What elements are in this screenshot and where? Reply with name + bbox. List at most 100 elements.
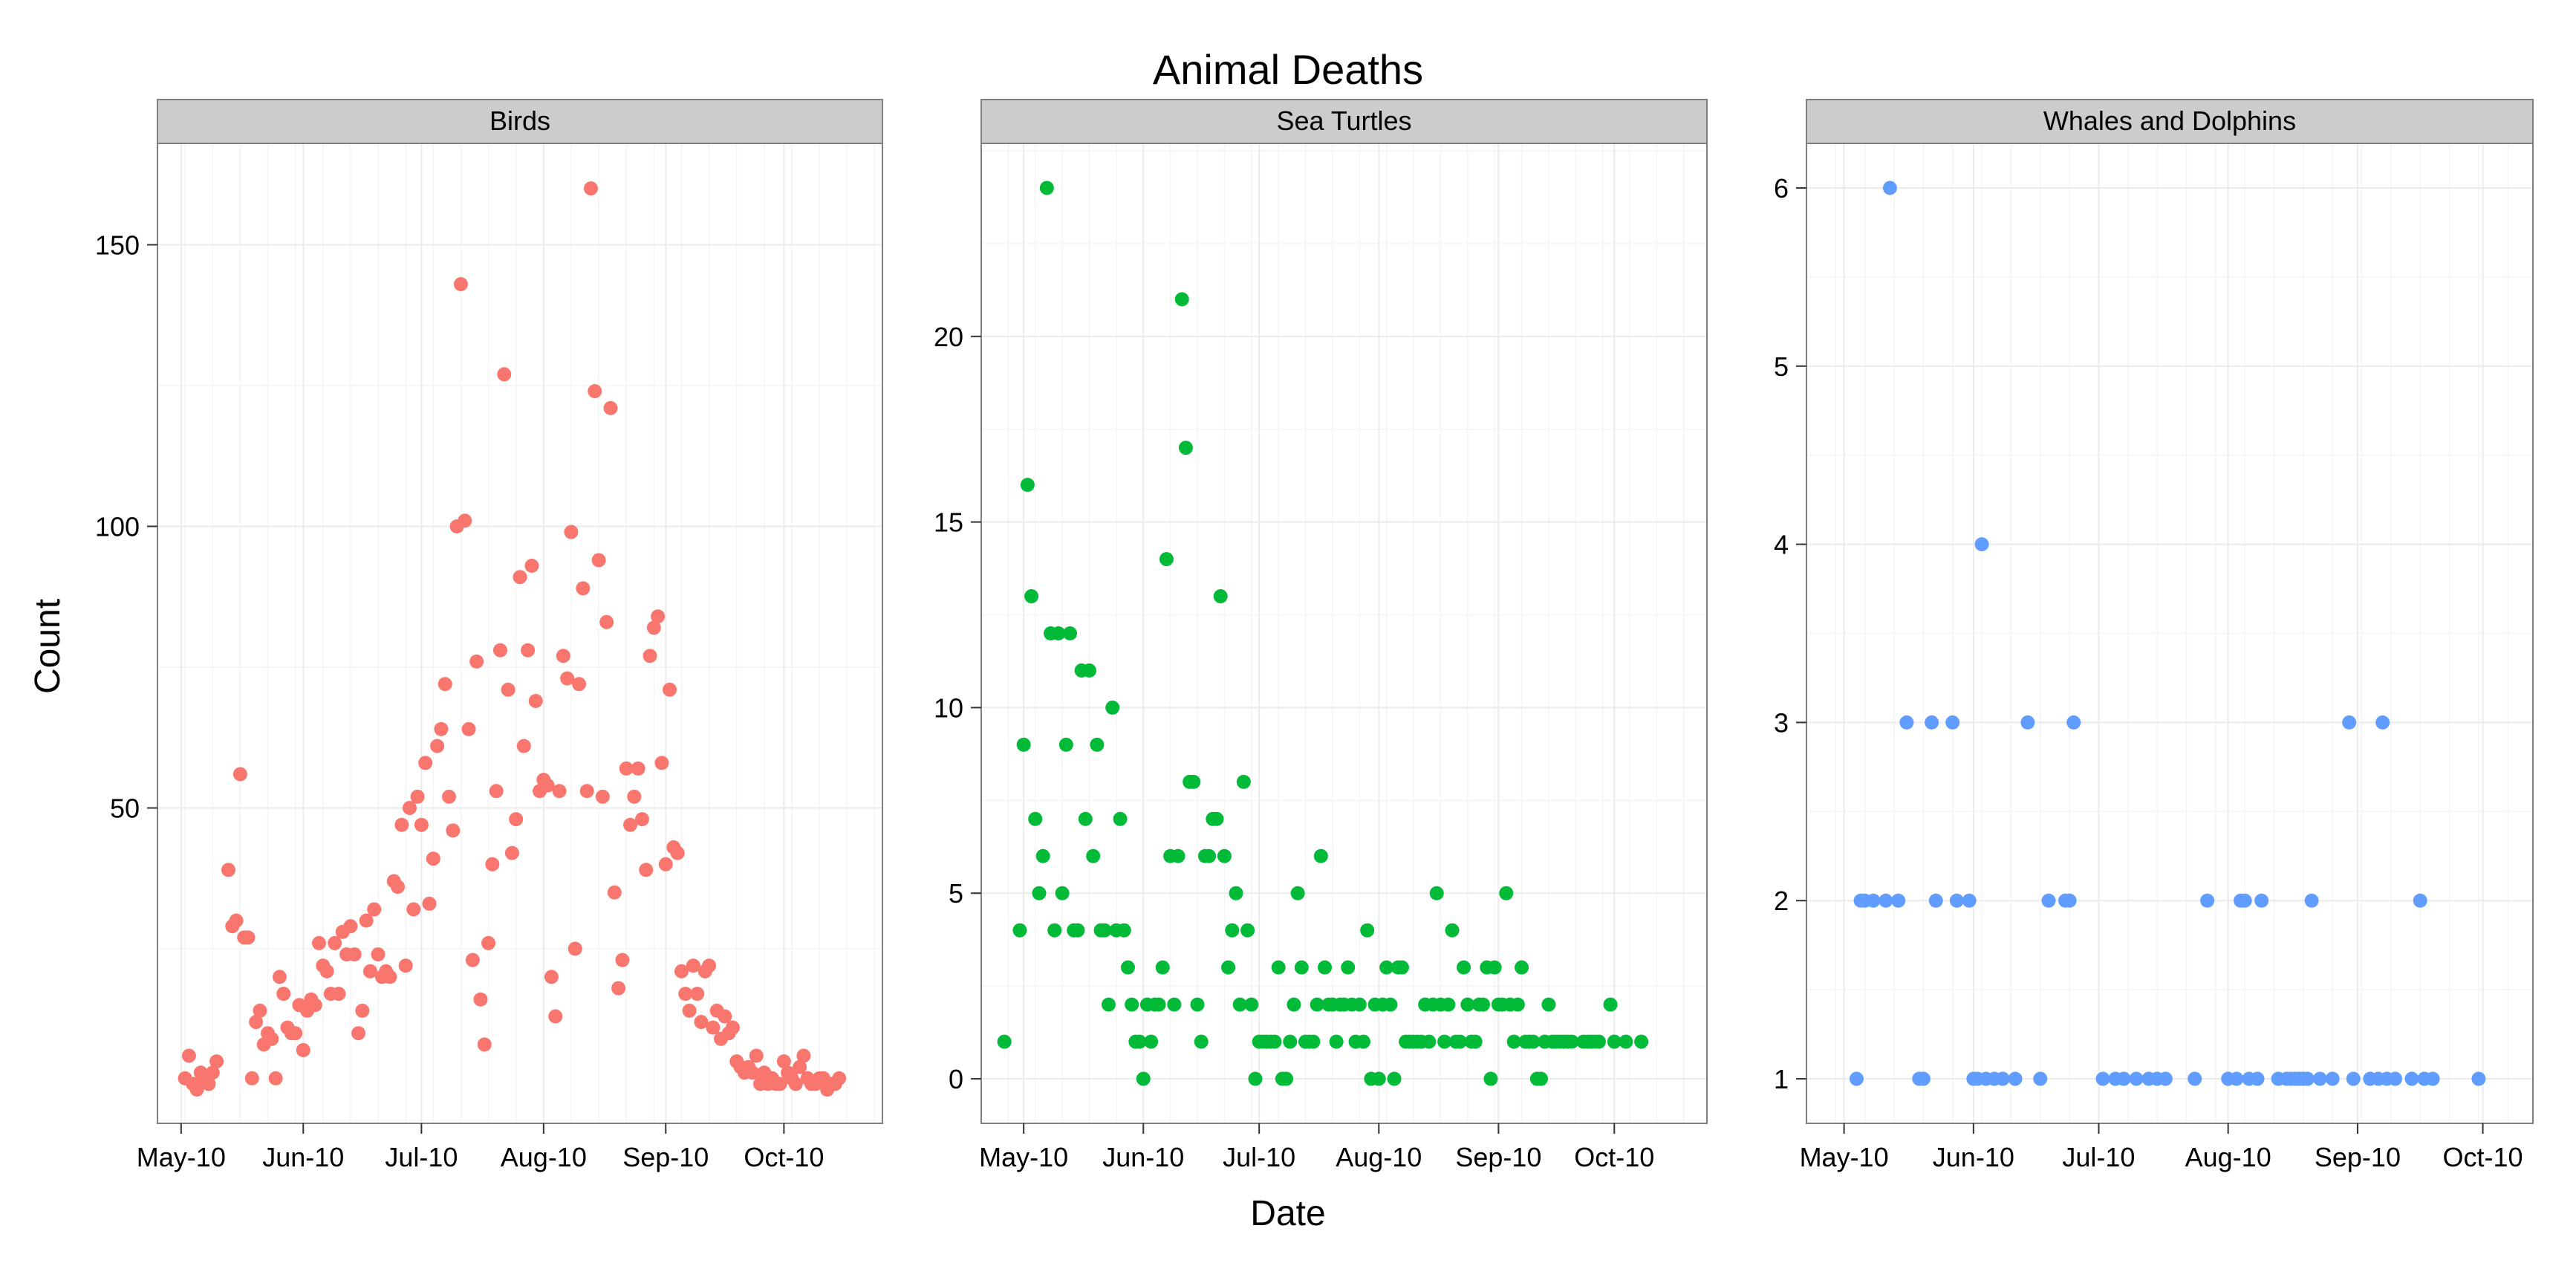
data-point bbox=[331, 987, 346, 1002]
panel-background bbox=[157, 143, 883, 1124]
panel-whales-and-dolphins: Whales and Dolphins 1 2 3 4 5 6 May-10 Jun-10 Jul… bbox=[1774, 99, 2534, 1172]
data-point bbox=[556, 649, 570, 663]
data-point bbox=[674, 964, 689, 978]
data-point bbox=[745, 1065, 760, 1080]
x-tick-label: Sep-10 bbox=[622, 1142, 709, 1172]
data-point bbox=[2250, 1071, 2265, 1086]
data-point bbox=[776, 1054, 791, 1069]
data-point bbox=[383, 970, 397, 984]
data-point bbox=[1209, 811, 1224, 826]
data-point bbox=[402, 800, 417, 815]
data-point bbox=[718, 1009, 732, 1024]
data-point bbox=[1267, 1034, 1282, 1049]
data-point bbox=[1178, 441, 1193, 455]
data-point bbox=[1190, 997, 1205, 1012]
data-point bbox=[1891, 893, 1906, 908]
x-tick-label: May-10 bbox=[1800, 1142, 1889, 1172]
data-point bbox=[1248, 1071, 1263, 1086]
data-point bbox=[702, 958, 717, 973]
panel-strip-label: Sea Turtles bbox=[1276, 106, 1411, 136]
y-tick-label: 5 bbox=[1774, 351, 1789, 382]
data-point bbox=[1105, 700, 1120, 715]
y-tick-label: 10 bbox=[934, 692, 963, 723]
y-tick-label: 20 bbox=[934, 322, 963, 352]
data-point bbox=[465, 952, 480, 967]
data-point bbox=[615, 952, 630, 967]
data-point bbox=[1607, 1034, 1622, 1049]
data-point bbox=[2066, 715, 2081, 730]
y-tick-label: 1 bbox=[1774, 1064, 1789, 1094]
data-point bbox=[2062, 893, 2077, 908]
data-point bbox=[398, 958, 413, 973]
data-point bbox=[513, 570, 527, 585]
data-point bbox=[1949, 893, 1964, 908]
data-point bbox=[1483, 1071, 1498, 1086]
data-point bbox=[725, 1020, 740, 1035]
panel-strip bbox=[157, 99, 883, 144]
data-point bbox=[410, 789, 425, 804]
data-point bbox=[394, 817, 409, 832]
data-point bbox=[1534, 1071, 1549, 1086]
data-point bbox=[189, 1082, 204, 1097]
data-point bbox=[1144, 1034, 1159, 1049]
data-point bbox=[205, 1065, 220, 1080]
data-point bbox=[1619, 1034, 1633, 1049]
data-point bbox=[528, 693, 543, 708]
data-point bbox=[524, 559, 539, 574]
data-point bbox=[2041, 893, 2056, 908]
data-point bbox=[288, 1026, 303, 1041]
data-point bbox=[2413, 893, 2427, 908]
data-point bbox=[1287, 997, 1301, 1012]
data-point bbox=[544, 970, 559, 984]
data-point bbox=[1058, 737, 1073, 752]
x-tick-label: Jul-10 bbox=[2062, 1142, 2135, 1172]
data-point bbox=[1541, 997, 1556, 1012]
data-point bbox=[1422, 1034, 1437, 1049]
data-point bbox=[2375, 715, 2390, 730]
data-point bbox=[1032, 886, 1047, 900]
data-point bbox=[1634, 1034, 1649, 1049]
data-point bbox=[572, 677, 587, 692]
data-point bbox=[367, 902, 382, 917]
data-point bbox=[639, 863, 654, 877]
data-point bbox=[229, 913, 244, 928]
data-point bbox=[1113, 811, 1128, 826]
data-point bbox=[438, 677, 452, 692]
data-point bbox=[209, 1054, 224, 1069]
data-point bbox=[1132, 1034, 1147, 1049]
data-point bbox=[1899, 715, 1914, 730]
data-point bbox=[422, 896, 437, 911]
panel-strip bbox=[1806, 99, 2534, 144]
data-point bbox=[1306, 1034, 1321, 1049]
chart-title: Animal Deaths bbox=[1153, 46, 1423, 93]
y-tick-label: 6 bbox=[1774, 173, 1789, 204]
data-point bbox=[406, 902, 421, 917]
data-point bbox=[1213, 589, 1228, 604]
data-point bbox=[276, 987, 291, 1002]
data-point bbox=[1515, 960, 1529, 975]
data-point bbox=[485, 857, 500, 871]
data-point bbox=[1925, 715, 1939, 730]
data-point bbox=[1460, 997, 1475, 1012]
data-point bbox=[773, 1077, 787, 1091]
data-point bbox=[521, 643, 536, 658]
data-point bbox=[540, 778, 555, 793]
data-point bbox=[1155, 960, 1170, 975]
data-point bbox=[2254, 893, 2269, 908]
data-point bbox=[564, 525, 579, 539]
data-point bbox=[1055, 886, 1070, 900]
data-point bbox=[272, 970, 287, 984]
data-point bbox=[308, 998, 322, 1013]
data-point bbox=[2312, 1071, 2327, 1086]
data-point bbox=[1866, 893, 1881, 908]
data-point bbox=[1217, 848, 1232, 863]
data-point bbox=[201, 1077, 216, 1091]
panel-strip bbox=[980, 99, 1708, 144]
data-point bbox=[832, 1071, 847, 1085]
data-point bbox=[607, 885, 622, 900]
x-tick-label: Aug-10 bbox=[501, 1142, 587, 1172]
data-point bbox=[1356, 1034, 1370, 1049]
data-point bbox=[690, 987, 705, 1002]
data-point bbox=[2342, 715, 2357, 730]
data-point bbox=[646, 620, 661, 635]
